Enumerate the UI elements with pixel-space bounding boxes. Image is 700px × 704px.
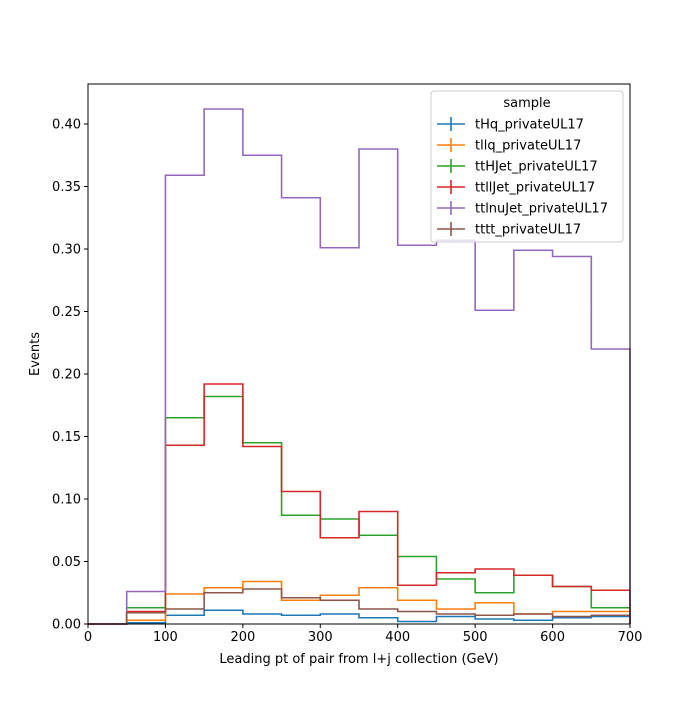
legend-entry: tllq_privateUL17 — [437, 138, 581, 154]
legend-entry: tttt_privateUL17 — [437, 222, 581, 238]
series-line-ttlnuJet_privateUL17 — [88, 108, 631, 625]
legend-label: tttt_privateUL17 — [475, 223, 581, 238]
y-tick-label: 0.25 — [52, 305, 81, 320]
y-tick-label: 0.05 — [52, 555, 81, 570]
y-tick-label: 0.15 — [52, 430, 81, 445]
legend-title: sample — [503, 96, 550, 111]
plot-frame — [87, 83, 631, 625]
y-tick-label: 0.00 — [52, 618, 81, 633]
legend-label: ttllJet_privateUL17 — [475, 181, 595, 196]
y-tick-label: 0.10 — [52, 493, 81, 508]
axes-layer: 0 100 200 300 400 500 600 700 0.00 0.05 0.10 0.15 0.… — [52, 83, 643, 645]
x-tick-label: 600 — [540, 630, 565, 645]
x-tick-label: 700 — [618, 630, 643, 645]
legend-label: tHq_privateUL17 — [475, 118, 584, 133]
legend-label: tllq_privateUL17 — [475, 139, 581, 154]
x-tick-label: 500 — [463, 630, 488, 645]
x-tick-label: 0 — [84, 630, 92, 645]
legend-label: ttlnuJet_privateUL17 — [475, 202, 608, 217]
legend: sample tHq_privateUL17 tllq_privateUL17tt… — [430, 90, 624, 243]
y-tick-label: 0.30 — [52, 243, 81, 258]
x-tick-label: 200 — [230, 630, 255, 645]
x-axis-label: Leading pt of pair from l+j collection (… — [219, 652, 498, 667]
legend-entry: ttlnuJet_privateUL17 — [437, 201, 608, 217]
series-layer — [88, 108, 631, 625]
x-tick-label: 300 — [308, 630, 333, 645]
x-tick-label: 400 — [385, 630, 410, 645]
y-tick-label: 0.20 — [52, 368, 81, 383]
legend-entry: tHq_privateUL17 — [437, 117, 584, 133]
x-tick-label: 100 — [153, 630, 178, 645]
series-line-tttt_privateUL17 — [88, 588, 631, 625]
series-line-tHq_privateUL17 — [88, 609, 631, 625]
legend-frame — [430, 90, 624, 243]
legend-label: ttHJet_privateUL17 — [475, 160, 598, 175]
series-line-ttllJet_privateUL17 — [88, 383, 631, 625]
y-tick-label: 0.40 — [52, 118, 81, 133]
legend-entry: ttHJet_privateUL17 — [437, 159, 598, 175]
legend-entry: ttllJet_privateUL17 — [437, 180, 595, 196]
y-tick-label: 0.35 — [52, 180, 81, 195]
y-axis-label: Events — [28, 332, 43, 376]
